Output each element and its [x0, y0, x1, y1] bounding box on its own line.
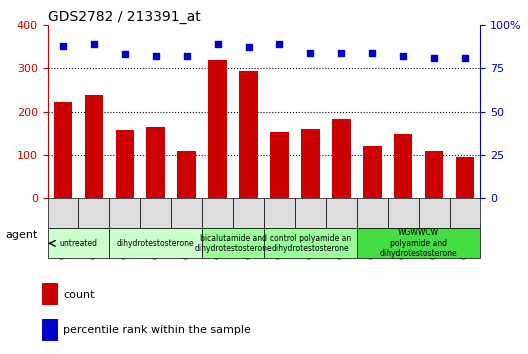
Point [59, 43, 67, 48]
Point [368, 50, 376, 55]
Point [399, 53, 408, 59]
Bar [301, 129, 319, 198]
Text: dihydrotestosterone: dihydrotestosterone [117, 239, 195, 248]
Bar [419, 198, 449, 228]
Point [461, 55, 469, 61]
Bar [332, 119, 351, 198]
Bar [202, 228, 264, 258]
Bar [48, 228, 109, 258]
Bar [177, 150, 196, 198]
Point [90, 41, 98, 47]
Bar [264, 228, 357, 258]
Point [152, 53, 160, 59]
Bar [264, 198, 295, 228]
Point [120, 51, 129, 57]
Bar [295, 198, 326, 228]
Bar [357, 198, 388, 228]
Point [337, 50, 345, 55]
Bar [79, 198, 109, 228]
Bar [109, 198, 140, 228]
Point [430, 55, 438, 61]
Bar [456, 157, 474, 198]
Bar [54, 102, 72, 198]
Bar [48, 198, 79, 228]
Text: GDS2782 / 213391_at: GDS2782 / 213391_at [48, 10, 200, 24]
Bar [449, 198, 480, 228]
Point [306, 50, 315, 55]
Bar [146, 127, 165, 198]
Bar [116, 130, 134, 198]
Text: untreated: untreated [60, 239, 98, 248]
Text: control polyamide an
dihydrotestosterone: control polyamide an dihydrotestosterone [270, 234, 351, 253]
Bar [109, 228, 202, 258]
Text: count: count [63, 290, 95, 300]
Bar [202, 198, 233, 228]
Bar [84, 95, 103, 198]
Bar [388, 198, 419, 228]
Text: bicalutamide and
dihydrotestosterone: bicalutamide and dihydrotestosterone [194, 234, 272, 253]
Bar [209, 60, 227, 198]
Bar [270, 132, 289, 198]
Bar [171, 198, 202, 228]
Bar [239, 71, 258, 198]
Bar [42, 283, 58, 305]
Point [183, 53, 191, 59]
Bar [233, 198, 264, 228]
Text: agent: agent [5, 230, 37, 240]
Point [244, 45, 253, 50]
Bar [363, 146, 382, 198]
Point [275, 41, 284, 47]
Bar [326, 198, 357, 228]
Text: percentile rank within the sample: percentile rank within the sample [63, 325, 251, 335]
Text: WGWWCW
polyamide and
dihydrotestosterone: WGWWCW polyamide and dihydrotestosterone [380, 228, 457, 258]
Bar [140, 198, 171, 228]
Bar [394, 134, 412, 198]
Point [213, 41, 222, 47]
Bar [357, 228, 480, 258]
Bar [42, 319, 58, 341]
Bar [425, 152, 444, 198]
